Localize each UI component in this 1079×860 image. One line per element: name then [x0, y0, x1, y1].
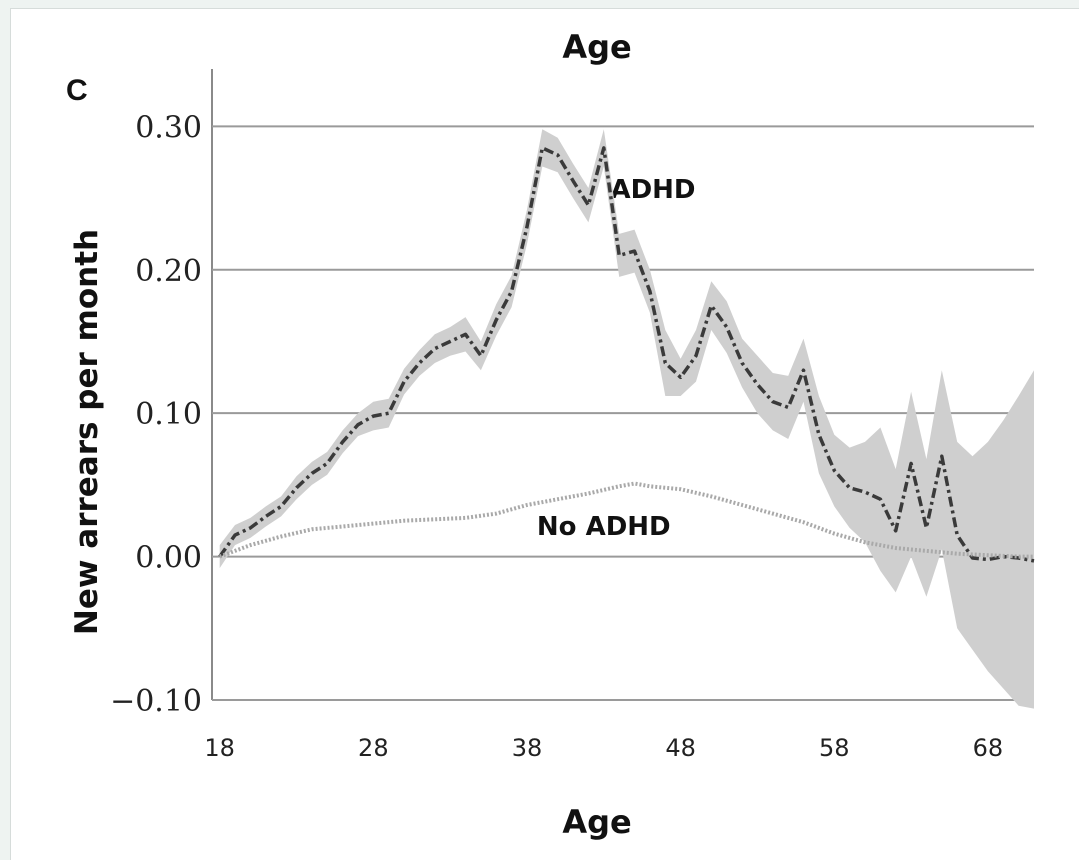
adhd-confidence-band — [219, 129, 1034, 709]
chart-title: Age — [562, 28, 631, 66]
x-tick-label: 58 — [819, 734, 850, 762]
no-adhd-annotation: No ADHD — [537, 512, 671, 542]
y-tick-label: 0.00 — [135, 541, 202, 576]
y-axis-label: New arrears per month — [69, 229, 105, 635]
y-tick-label: 0.30 — [135, 110, 202, 145]
x-tick-label: 68 — [973, 734, 1004, 762]
x-tick-label: 18 — [204, 734, 235, 762]
adhd-series-line — [218, 146, 1035, 563]
panel-label: C — [66, 74, 88, 107]
adhd-annotation: ADHD — [610, 175, 695, 205]
x-tick-label: 38 — [512, 734, 543, 762]
x-tick-label: 48 — [665, 734, 696, 762]
x-tick-label: 28 — [358, 734, 389, 762]
y-tick-label: 0.10 — [135, 397, 202, 432]
x-axis-label: Age — [562, 803, 631, 841]
y-tick-label: 0.20 — [135, 254, 202, 289]
y-tick-label: −0.10 — [110, 684, 202, 719]
